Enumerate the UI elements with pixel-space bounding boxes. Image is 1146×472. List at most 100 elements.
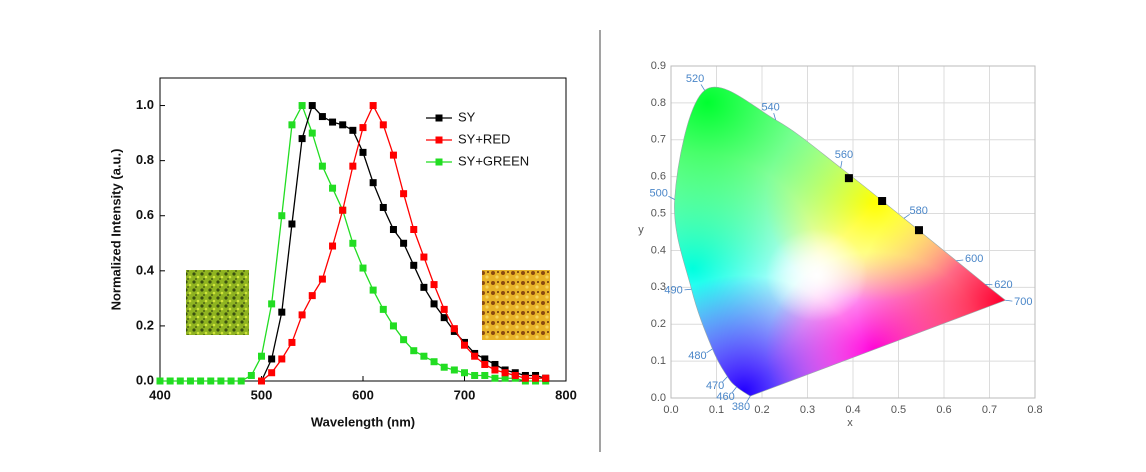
x-tick-label: 800 (555, 387, 577, 402)
series-marker (298, 311, 306, 319)
spectral-locus (674, 86, 1007, 397)
series-marker (461, 341, 468, 349)
x-tick-label: 600 (352, 387, 374, 402)
series-marker (400, 336, 408, 344)
locus-tick (773, 113, 777, 120)
locus-label: 580 (910, 205, 928, 217)
legend-label: SY+RED (458, 131, 510, 146)
series-marker (288, 338, 296, 346)
data-point (844, 174, 853, 183)
y-tick-label: 0.6 (136, 207, 154, 222)
series-marker (369, 179, 377, 187)
series-marker (339, 121, 347, 129)
locus-label: 380 (732, 401, 750, 413)
series-marker (450, 366, 458, 374)
series-marker (379, 305, 387, 313)
inset-photo (186, 270, 249, 335)
series-marker (329, 118, 337, 126)
series-marker (359, 148, 367, 156)
locus-tick (684, 288, 692, 291)
inset-photo (482, 270, 550, 340)
locus-tick (840, 160, 843, 168)
series-marker (420, 283, 428, 291)
legend-label: SY (458, 109, 476, 124)
locus-label: 480 (688, 350, 706, 362)
series-marker (440, 305, 448, 313)
series-marker (481, 371, 489, 379)
series-marker (420, 352, 428, 360)
x-tick-label: 700 (454, 387, 476, 402)
series-marker (440, 363, 448, 371)
series-marker (308, 129, 316, 137)
series-marker (278, 308, 286, 316)
series-marker (501, 374, 509, 382)
y-tick-label: 0.2 (651, 318, 666, 330)
legend-marker (435, 136, 443, 144)
series-marker (511, 371, 519, 379)
series-marker (379, 121, 387, 129)
x-tick-label: 0.7 (982, 404, 997, 416)
series-marker (318, 162, 326, 170)
series-marker (430, 281, 438, 289)
x-tick-label: 400 (149, 387, 171, 402)
series-marker (217, 377, 225, 385)
locus-label: 460 (716, 391, 734, 403)
locus-label: 470 (706, 380, 724, 392)
locus-label: 540 (761, 101, 779, 113)
series-marker (268, 369, 276, 377)
series-marker (197, 377, 205, 385)
series-marker (349, 162, 357, 170)
series-marker (481, 355, 489, 363)
series-marker (400, 190, 408, 198)
series-marker (278, 212, 286, 220)
series-marker (410, 261, 418, 269)
y-tick-label: 0.8 (651, 97, 666, 109)
series-marker (176, 377, 184, 385)
x-tick-label: 0.4 (845, 404, 860, 416)
locus-tick (746, 395, 751, 403)
y-tick-label: 0.4 (136, 262, 155, 277)
series-marker (481, 360, 489, 368)
series-marker (389, 151, 397, 159)
x-tick-label: 0.6 (936, 404, 951, 416)
series-marker (471, 371, 479, 379)
series-marker (318, 113, 326, 121)
series-marker (258, 377, 265, 385)
x-axis-label: x (847, 417, 853, 429)
series-marker (359, 124, 367, 132)
series-marker (247, 371, 255, 379)
legend-marker (435, 158, 443, 166)
y-tick-label: 0.4 (651, 244, 666, 256)
locus-label: 500 (650, 187, 668, 199)
y-tick-label: 0.9 (651, 60, 666, 72)
series-marker (430, 358, 438, 366)
series-marker (298, 102, 306, 110)
x-tick-label: 0.3 (800, 404, 815, 416)
series-marker (461, 369, 468, 377)
series-marker (379, 203, 387, 211)
series-marker (369, 286, 377, 294)
locus-tick (706, 348, 713, 354)
series-marker (501, 369, 509, 377)
locus-tick (700, 84, 706, 91)
series-marker (491, 366, 499, 374)
series-marker (349, 239, 357, 247)
y-tick-label: 0.1 (651, 355, 666, 367)
x-tick-label: 0.1 (709, 404, 724, 416)
series-marker (308, 292, 316, 300)
y-tick-label: 0.6 (651, 171, 666, 183)
series-marker (329, 184, 337, 192)
locus-label: 700 (1014, 296, 1032, 308)
plot-frame (159, 77, 567, 382)
series-marker (329, 242, 337, 250)
series-marker (268, 300, 276, 308)
y-tick-label: 0.3 (651, 281, 666, 293)
legend-label: SY+GREEN (458, 153, 529, 168)
series-marker (389, 226, 397, 233)
x-tick-label: 0.2 (754, 404, 769, 416)
series-marker (349, 126, 357, 134)
series-marker (491, 374, 499, 382)
series-marker (389, 322, 397, 330)
locus-tick (1005, 299, 1013, 302)
series-marker (400, 239, 408, 247)
